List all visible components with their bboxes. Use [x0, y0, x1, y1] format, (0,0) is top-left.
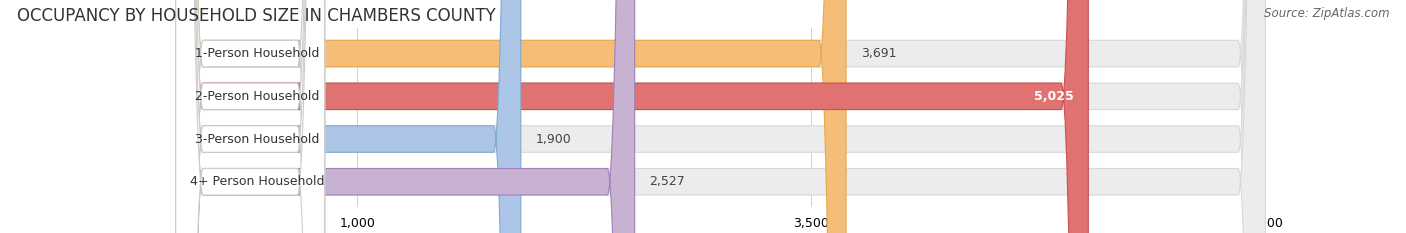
Text: OCCUPANCY BY HOUSEHOLD SIZE IN CHAMBERS COUNTY: OCCUPANCY BY HOUSEHOLD SIZE IN CHAMBERS … — [17, 7, 496, 25]
FancyBboxPatch shape — [176, 0, 1265, 233]
Text: 5,025: 5,025 — [1033, 90, 1074, 103]
FancyBboxPatch shape — [176, 0, 634, 233]
Text: 2-Person Household: 2-Person Household — [195, 90, 319, 103]
FancyBboxPatch shape — [176, 0, 1088, 233]
Text: 4+ Person Household: 4+ Person Household — [190, 175, 325, 188]
Text: 3-Person Household: 3-Person Household — [195, 133, 319, 146]
Text: 1-Person Household: 1-Person Household — [195, 47, 319, 60]
FancyBboxPatch shape — [176, 0, 325, 233]
FancyBboxPatch shape — [176, 0, 520, 233]
FancyBboxPatch shape — [176, 0, 325, 233]
FancyBboxPatch shape — [176, 0, 1265, 233]
FancyBboxPatch shape — [176, 0, 1265, 233]
FancyBboxPatch shape — [176, 0, 325, 233]
Text: 3,691: 3,691 — [860, 47, 896, 60]
Text: 1,900: 1,900 — [536, 133, 571, 146]
Text: Source: ZipAtlas.com: Source: ZipAtlas.com — [1264, 7, 1389, 20]
Text: 2,527: 2,527 — [650, 175, 685, 188]
FancyBboxPatch shape — [176, 0, 325, 233]
FancyBboxPatch shape — [176, 0, 846, 233]
FancyBboxPatch shape — [176, 0, 1265, 233]
